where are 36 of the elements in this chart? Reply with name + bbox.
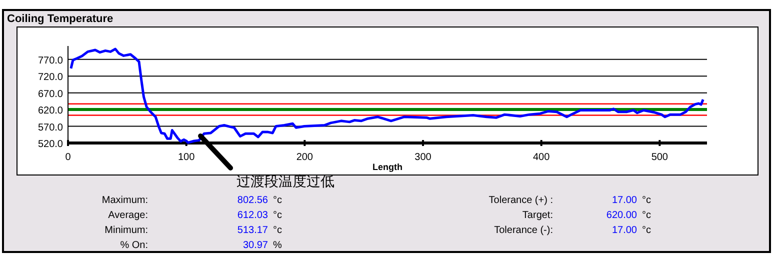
chart-title: Coiling Temperature [7,13,114,25]
x-tick-label: 0 [65,152,72,163]
text: % On: [120,240,148,251]
y-tick-label: 520.0 [38,139,64,150]
text: °c [642,210,651,221]
x-tick-label: 300 [414,152,432,163]
x-axis-title: Length [372,162,402,172]
text: Minimum: [104,225,148,236]
x-tick-label: 200 [296,152,314,163]
text: 620.00 [606,210,638,221]
text: 30.97 [242,240,268,251]
text: 802.56 [237,195,268,206]
y-tick-label: 720.0 [38,72,64,84]
y-tick-label: 670.0 [38,88,64,100]
text: Target: [522,210,553,221]
y-tick-label: 770.0 [38,55,64,66]
text: 513.17 [237,225,268,236]
x-tick-label: 400 [532,152,550,163]
text: Tolerance (-): [494,225,553,236]
line-series [70,48,704,144]
x-tick-label: 500 [651,152,668,163]
text: °c [273,210,282,221]
text: Average: [108,210,148,221]
text: 17.00 [612,195,638,206]
text: Tolerance (+) : [488,195,553,206]
text: °c [642,195,651,206]
text: Maximum: [102,195,148,206]
text: % [273,240,282,251]
y-tick-label: 620.0 [38,106,64,117]
y-tick-label: 570.0 [38,122,64,134]
x-tick-label: 100 [178,152,196,163]
text: 612.03 [237,210,268,221]
text: °c [642,225,651,236]
text: 17.00 [612,225,638,236]
text: °c [273,195,282,206]
text: °c [273,225,282,236]
